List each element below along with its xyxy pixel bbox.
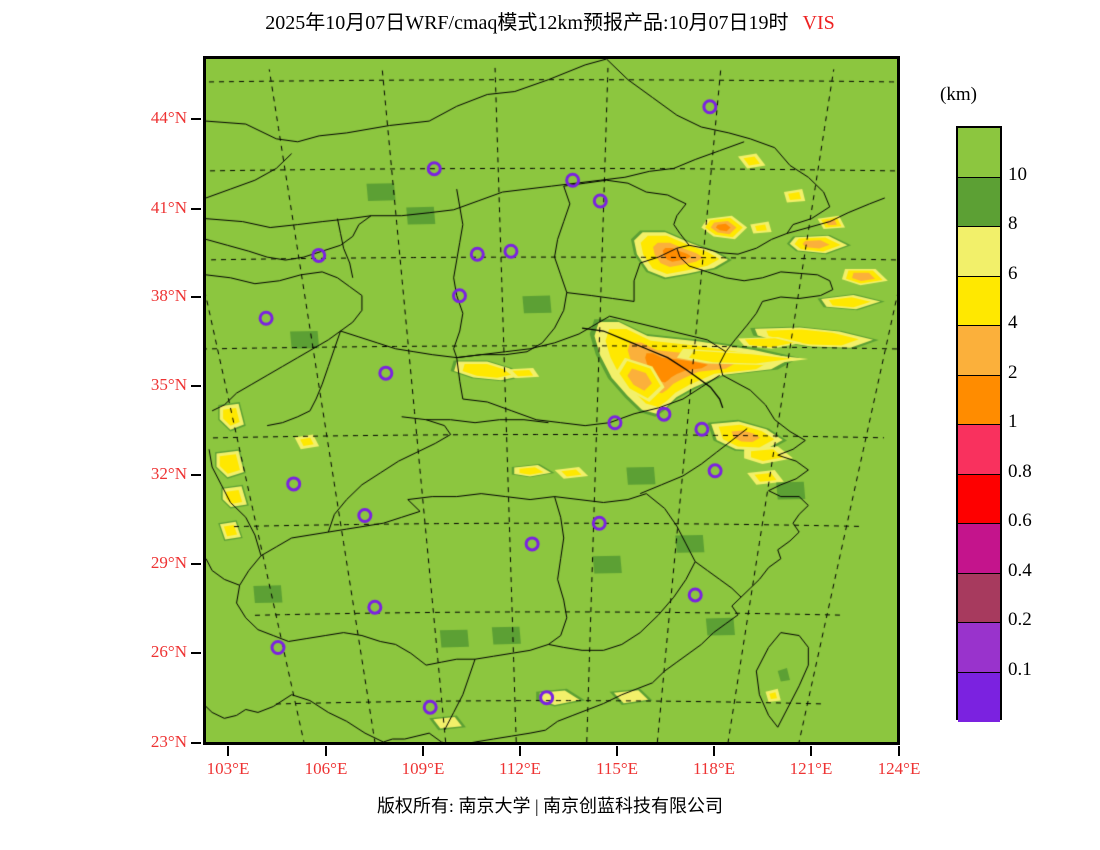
lat-tick-label-35: 35°N: [150, 375, 187, 394]
colorbar-tick-label-0: 10: [1008, 163, 1027, 185]
lat-tick-mark: [191, 652, 201, 654]
lon-tick-label-109: 109°E: [401, 759, 445, 778]
lon-tick-label-112: 112°E: [498, 759, 542, 778]
lon-tick-mark: [325, 746, 327, 756]
colorbar-tick-label-7: 0.6: [1008, 510, 1032, 531]
colorbar-band-2[interactable]: [958, 227, 1000, 277]
colorbar-tick-label-4: 2: [1008, 361, 1018, 383]
map-plot-area[interactable]: [203, 56, 900, 745]
colorbar-band-7[interactable]: [958, 474, 1000, 524]
variable-label: VIS: [802, 12, 835, 34]
lat-tick-label-44: 44°N: [150, 108, 187, 127]
lon-tick-mark: [519, 746, 521, 756]
colorbar-tick-label-10: 0.1: [1008, 658, 1032, 680]
colorbar-band-11[interactable]: [958, 672, 1000, 722]
lat-tick-label-32: 32°N: [150, 464, 187, 483]
lon-tick-label-115: 115°E: [595, 759, 639, 778]
lat-tick-label-29: 29°N: [150, 553, 187, 572]
page-title: 2025年10月07日WRF/cmaq模式12km预报产品:10月07日19时 V…: [0, 6, 1100, 35]
lon-tick-mark: [227, 746, 229, 756]
lat-tick-mark: [191, 742, 201, 744]
lon-tick-mark: [810, 746, 812, 756]
lon-tick-label-124: 124°E: [877, 759, 921, 778]
lon-tick-label-121: 121°E: [789, 759, 833, 778]
colorbar-tick-label-2: 6: [1008, 262, 1018, 284]
colorbar-tick-label-8: 0.4: [1008, 559, 1032, 581]
colorbar-tick-label-1: 8: [1008, 213, 1018, 234]
colorbar-band-3[interactable]: [958, 276, 1000, 326]
colorbar-band-9[interactable]: [958, 573, 1000, 623]
lat-tick-mark: [191, 563, 201, 565]
colorbar[interactable]: [956, 126, 1002, 722]
lat-tick-mark: [191, 118, 201, 120]
colorbar-band-6[interactable]: [958, 425, 1000, 475]
visibility-heatmap-canvas: [206, 59, 897, 742]
colorbar-band-1[interactable]: [958, 177, 1000, 227]
colorbar-tick-label-9: 0.2: [1008, 609, 1032, 630]
lon-tick-label-118: 118°E: [692, 759, 736, 778]
colorbar-tick-label-6: 0.8: [1008, 460, 1032, 482]
colorbar-tick-label-5: 1: [1008, 411, 1018, 432]
lat-tick-mark: [191, 296, 201, 298]
lon-tick-mark: [616, 746, 618, 756]
title-text: 2025年10月07日WRF/cmaq模式12km预报产品:10月07日19时: [265, 12, 789, 34]
lat-tick-label-38: 38°N: [150, 286, 187, 305]
colorbar-band-4[interactable]: [958, 326, 1000, 376]
lat-tick-label-41: 41°N: [150, 198, 187, 217]
lon-tick-label-106: 106°E: [304, 759, 348, 778]
lon-tick-mark: [713, 746, 715, 756]
lat-tick-mark: [191, 385, 201, 387]
lat-tick-mark: [191, 474, 201, 476]
colorbar-band-8[interactable]: [958, 524, 1000, 574]
colorbar-unit-label: (km): [940, 84, 977, 105]
lon-tick-mark: [422, 746, 424, 756]
copyright-footer: 版权所有: 南京大学 | 南京创蓝科技有限公司: [376, 796, 724, 816]
colorbar-tick-label-3: 4: [1008, 312, 1018, 333]
lat-tick-label-26: 26°N: [150, 642, 187, 661]
colorbar-band-5[interactable]: [958, 375, 1000, 425]
lat-tick-mark: [191, 208, 201, 210]
colorbar-band-10[interactable]: [958, 623, 1000, 673]
colorbar-band-0[interactable]: [958, 128, 1000, 178]
lat-tick-label-23: 23°N: [150, 732, 187, 751]
lon-tick-label-103: 103°E: [206, 759, 250, 778]
lon-tick-mark: [898, 746, 900, 756]
